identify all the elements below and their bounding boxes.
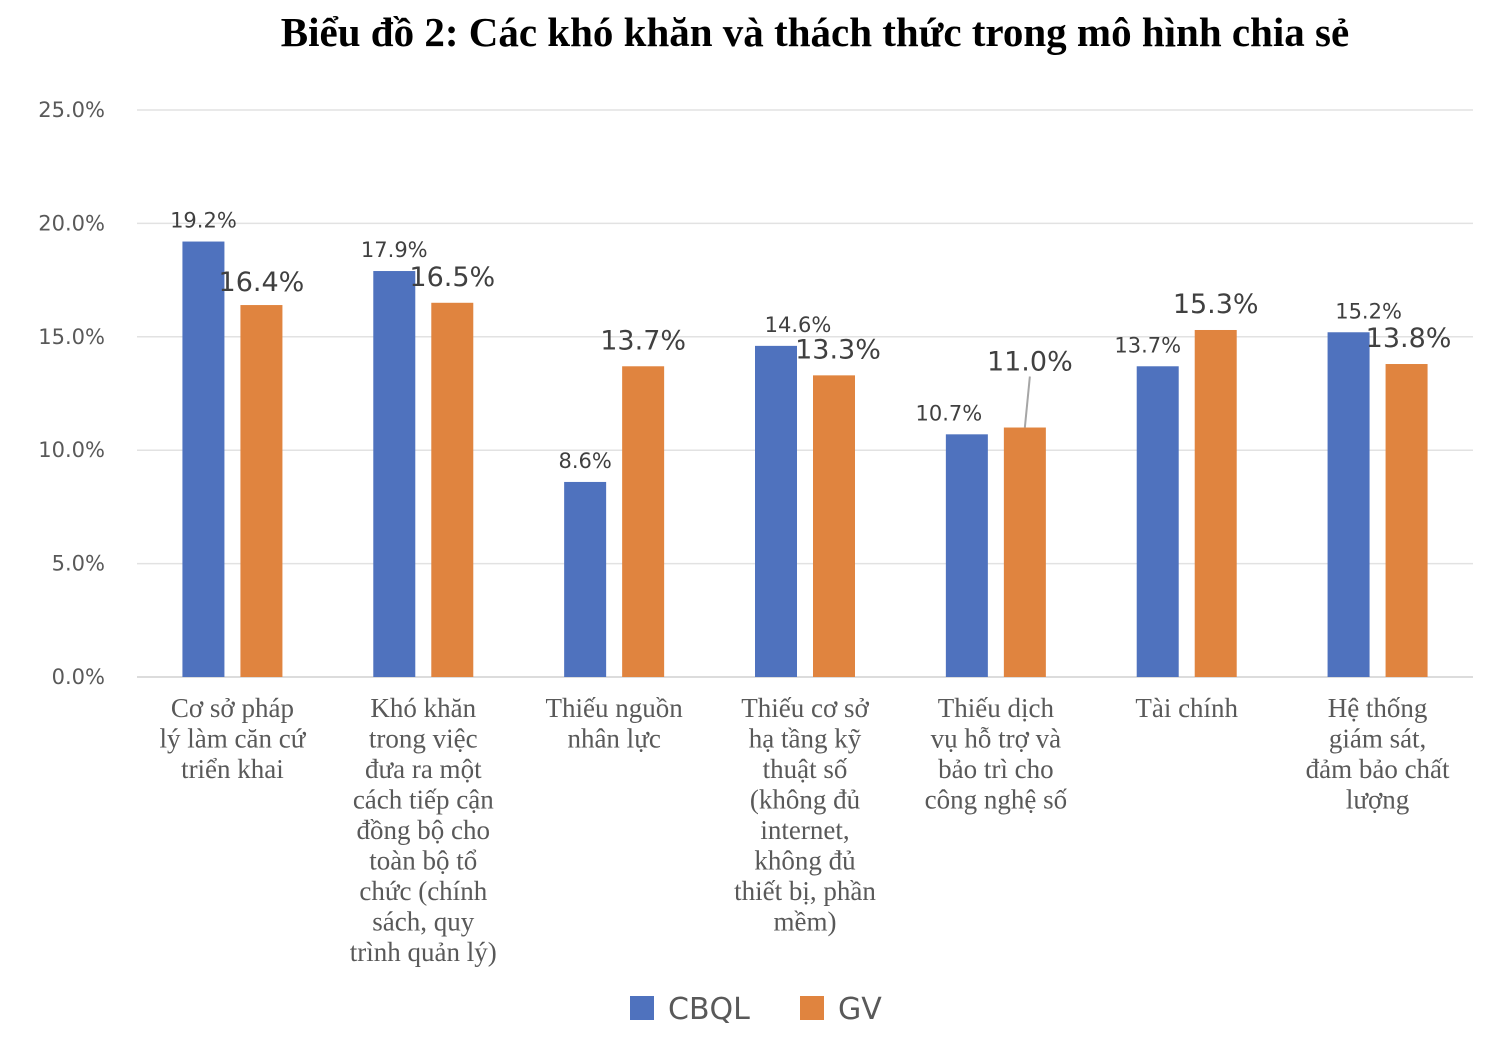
x-category-label: trình quản lý): [350, 937, 497, 967]
x-category-label: Thiếu dịch: [938, 693, 1055, 723]
x-category-label: hạ tầng kỹ: [749, 724, 862, 754]
x-category-label: Thiếu cơ sở: [741, 693, 869, 723]
data-label: 16.4%: [219, 267, 305, 298]
x-category-label: đồng bộ cho: [357, 815, 490, 845]
bar-cbql: [755, 345, 797, 677]
data-label: 15.3%: [1173, 289, 1259, 320]
legend-swatch-gv: [800, 996, 824, 1020]
data-label: 13.8%: [1366, 323, 1452, 354]
data-label: 17.9%: [361, 238, 428, 262]
x-category-label: không đủ: [754, 846, 856, 876]
x-category-label: internet,: [760, 815, 849, 845]
x-category-label: triển khai: [181, 754, 284, 784]
y-tick-label: 0.0%: [52, 665, 105, 689]
x-category-label: nhân lực: [567, 724, 660, 754]
x-category-label: sách, quy: [372, 907, 474, 937]
bar-cbql: [182, 241, 225, 677]
leader-line: [1023, 376, 1031, 428]
x-category-label: trong việc: [369, 724, 478, 754]
x-category-label: Hệ thống: [1328, 693, 1428, 723]
data-label: 11.0%: [987, 347, 1073, 378]
data-label: 10.7%: [915, 401, 982, 425]
data-label: 15.2%: [1335, 299, 1402, 323]
bar-gv: [1385, 364, 1428, 677]
x-category-label: Tài chính: [1135, 693, 1238, 723]
y-tick-label: 15.0%: [38, 325, 105, 349]
bar-gv: [622, 366, 665, 677]
bar-cbql: [1327, 332, 1370, 677]
y-tick-label: 10.0%: [38, 438, 105, 462]
bar-cbql: [564, 481, 607, 677]
x-category-label: bảo trì cho: [938, 754, 1053, 784]
legend: CBQL GV: [630, 992, 882, 1027]
data-label: 13.3%: [795, 334, 881, 365]
x-category-label: đảm bảo chất: [1306, 754, 1450, 784]
data-label: 14.6%: [765, 313, 832, 337]
y-tick-label: 5.0%: [52, 552, 105, 576]
bar-cbql: [373, 271, 416, 677]
legend-swatch-cbql: [630, 996, 654, 1020]
x-category-label: toàn bộ tổ: [369, 846, 477, 876]
bar-cbql: [1136, 366, 1179, 677]
chart-title: Biểu đồ 2: Các khó khăn và thách thức tr…: [280, 9, 1350, 55]
y-tick-label: 25.0%: [38, 98, 105, 122]
x-category-label: mềm): [774, 907, 837, 937]
y-tick-label: 20.0%: [38, 211, 105, 235]
x-category-label: Cơ sở pháp: [171, 693, 294, 723]
x-category-label: chức (chính: [359, 876, 487, 906]
x-category-label: cách tiếp cận: [353, 785, 494, 815]
bar-gv: [431, 302, 474, 677]
data-label: 19.2%: [170, 209, 237, 233]
x-category-label: đưa ra một: [365, 754, 482, 784]
bar-gv: [813, 375, 855, 677]
x-category-label: Khó khăn: [370, 693, 476, 723]
data-label: 13.7%: [1114, 333, 1181, 357]
legend-label-gv: GV: [838, 992, 882, 1027]
bar-gv: [240, 305, 283, 677]
bar-gv: [1003, 427, 1046, 677]
legend-label-cbql: CBQL: [668, 992, 750, 1027]
x-category-label: thiết bị, phần: [734, 876, 876, 906]
data-label: 13.7%: [600, 325, 686, 356]
x-category-label: công nghệ số: [925, 785, 1068, 815]
x-category-label: thuật số: [763, 754, 848, 784]
x-category-label: giám sát,: [1329, 724, 1426, 754]
category-group: 13.7% 15.3% Tài chính: [1114, 289, 1258, 723]
x-category-label: lượng: [1346, 785, 1409, 815]
x-category-label: Thiếu nguồn: [546, 693, 684, 723]
data-label: 8.6%: [558, 449, 611, 473]
x-category-label: lý làm căn cứ: [160, 724, 307, 754]
bar-gv: [1194, 329, 1237, 677]
data-label: 16.5%: [409, 262, 495, 293]
x-category-label: (không đủ: [750, 785, 861, 815]
bar-cbql: [945, 434, 988, 677]
x-category-label: vụ hỗ trợ và: [931, 724, 1062, 754]
